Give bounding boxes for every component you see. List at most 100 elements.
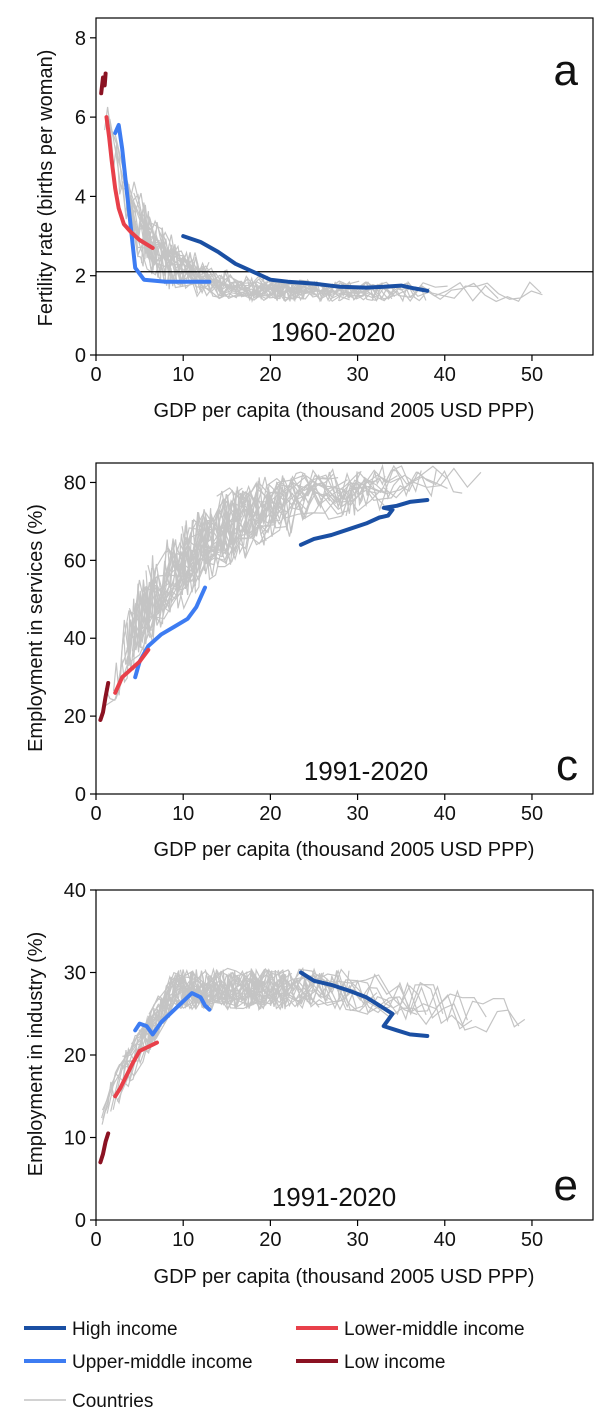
axis-ticks: 0 10 20 30 40 50 0 20 40 60 80 [64,472,543,825]
series-line-low-income [99,71,108,96]
y-tick-label: 60 [64,550,86,572]
legend-label: Low income [344,1352,445,1373]
x-tick-label: 30 [346,364,368,386]
x-tick-label: 20 [259,364,281,386]
series-line-high-income [298,970,430,1038]
country-line [227,281,448,298]
country-line [152,477,339,614]
country-lines [101,966,526,1125]
x-tick-label: 10 [172,803,194,825]
country-line [254,477,388,524]
country-line [181,503,227,596]
series-line-high-income [298,498,430,547]
y-tick-label: 20 [64,1045,86,1067]
country-line [118,601,157,690]
x-tick-label: 10 [172,1229,194,1251]
country-line [128,195,224,298]
y-tick-label: 0 [75,345,86,367]
period-label: 1960-2020 [271,317,395,347]
x-axis-label: GDP per capita (thousand 2005 USD PPP) [154,839,535,861]
y-tick-label: 20 [64,706,86,728]
legend: High income Lower-middle income Upper-mi… [24,1319,525,1412]
country-line [177,482,385,578]
axis-ticks: 0 10 20 30 40 50 0 2 4 6 8 [75,28,543,386]
x-axis-label: GDP per capita (thousand 2005 USD PPP) [154,1266,535,1288]
x-tick-label: 30 [346,803,368,825]
x-tick-label: 20 [259,1229,281,1251]
y-tick-label: 2 [75,266,86,288]
x-tick-label: 0 [90,364,101,386]
y-tick-label: 40 [64,628,86,650]
panel-letter: e [554,1161,578,1210]
country-line [125,184,336,301]
country-line [235,969,357,1009]
legend-label: Countries [72,1391,153,1412]
country-line [164,475,348,610]
series-lines [98,498,430,722]
legend-item-lower-middle-income: Lower-middle income [296,1319,525,1340]
plot-frame [95,462,594,795]
legend-item-upper-middle-income: Upper-middle income [24,1352,253,1373]
country-line [252,969,473,1030]
x-tick-label: 50 [521,1229,543,1251]
period-label: 1991-2020 [304,756,428,786]
legend-label: Lower-middle income [344,1319,525,1340]
x-tick-label: 0 [90,803,101,825]
panel-a: 0 10 20 30 40 50 0 2 4 6 8 a 1960-2020 GDP per cap… [35,17,594,422]
y-tick-label: 0 [75,1210,86,1232]
country-line [323,979,520,1033]
country-lines [96,106,593,303]
country-line [275,968,444,1021]
series-line-lower-middle-income [113,1040,159,1099]
x-tick-label: 10 [172,364,194,386]
x-tick-label: 50 [521,364,543,386]
y-tick-label: 40 [64,880,86,902]
axis-ticks: 0 10 20 30 40 50 0 10 20 30 40 [64,880,543,1251]
x-tick-label: 40 [434,364,456,386]
series-lines [99,71,430,293]
legend-item-countries: Countries [24,1391,153,1412]
series-line-lower-middle-income [104,115,155,250]
legend-label: High income [72,1319,178,1340]
x-tick-label: 0 [90,1229,101,1251]
series-line-low-income [98,1131,111,1165]
country-line [148,973,307,1015]
country-line [213,481,285,555]
y-tick-label: 4 [75,186,86,208]
country-line [336,979,526,1028]
country-line [128,511,218,667]
series-lines [98,970,430,1165]
plot-frame [95,889,594,1221]
series-line-lower-middle-income [113,647,151,695]
country-line [237,467,482,538]
country-line [243,970,288,1009]
y-tick-label: 6 [75,107,86,129]
country-line [269,280,307,302]
country-line [211,272,281,299]
y-tick-label: 0 [75,784,86,806]
legend-label: Upper-middle income [72,1352,253,1373]
legend-item-low-income: Low income [296,1352,445,1373]
y-axis-label: Employment in industry (%) [25,932,47,1177]
x-tick-label: 40 [434,1229,456,1251]
x-tick-label: 20 [259,803,281,825]
x-tick-label: 40 [434,803,456,825]
x-axis-label: GDP per capita (thousand 2005 USD PPP) [154,400,535,422]
plot-frame [95,17,594,356]
y-axis-label: Fertility rate (births per woman) [35,50,57,327]
series-line-high-income [181,234,430,293]
country-line [181,487,243,595]
series-line-low-income [98,681,111,722]
country-line [182,969,233,1009]
country-line [211,464,447,556]
panel-letter: a [554,46,579,95]
series-line-upper-middle-income [113,123,212,284]
country-line [185,972,418,1016]
panel-letter: c [556,741,578,790]
y-tick-label: 8 [75,28,86,50]
y-tick-label: 80 [64,472,86,494]
country-line [106,982,183,1114]
legend-item-high-income: High income [24,1319,178,1340]
country-line [221,471,306,548]
